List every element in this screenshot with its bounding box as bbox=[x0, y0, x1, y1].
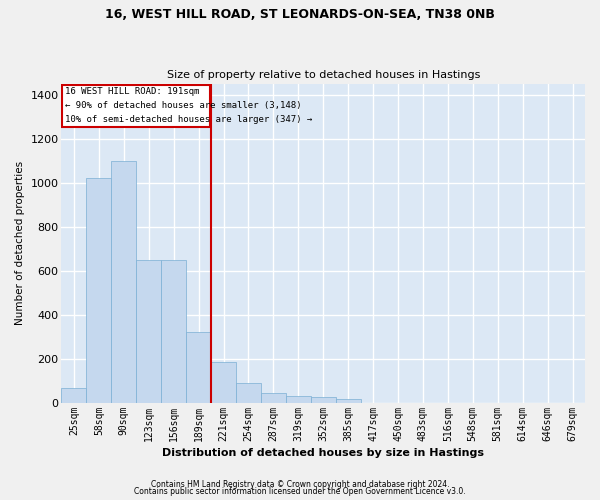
Text: ← 90% of detached houses are smaller (3,148): ← 90% of detached houses are smaller (3,… bbox=[65, 101, 301, 110]
Bar bbox=[211, 362, 236, 403]
X-axis label: Distribution of detached houses by size in Hastings: Distribution of detached houses by size … bbox=[162, 448, 484, 458]
Text: 16 WEST HILL ROAD: 191sqm: 16 WEST HILL ROAD: 191sqm bbox=[65, 87, 199, 96]
Bar bbox=[86, 178, 112, 402]
Bar bbox=[236, 383, 261, 402]
Bar bbox=[335, 399, 361, 402]
Bar bbox=[112, 161, 136, 402]
Text: Contains public sector information licensed under the Open Government Licence v3: Contains public sector information licen… bbox=[134, 487, 466, 496]
Bar bbox=[286, 396, 311, 402]
Text: Contains HM Land Registry data © Crown copyright and database right 2024.: Contains HM Land Registry data © Crown c… bbox=[151, 480, 449, 489]
Bar bbox=[136, 260, 161, 402]
Bar bbox=[186, 332, 211, 402]
Text: 10% of semi-detached houses are larger (347) →: 10% of semi-detached houses are larger (… bbox=[65, 114, 312, 124]
Bar bbox=[311, 397, 335, 402]
Title: Size of property relative to detached houses in Hastings: Size of property relative to detached ho… bbox=[167, 70, 480, 81]
Bar bbox=[261, 392, 286, 402]
Text: 16, WEST HILL ROAD, ST LEONARDS-ON-SEA, TN38 0NB: 16, WEST HILL ROAD, ST LEONARDS-ON-SEA, … bbox=[105, 8, 495, 20]
Y-axis label: Number of detached properties: Number of detached properties bbox=[15, 161, 25, 326]
Bar bbox=[61, 388, 86, 402]
FancyBboxPatch shape bbox=[62, 85, 210, 127]
Bar bbox=[161, 260, 186, 402]
